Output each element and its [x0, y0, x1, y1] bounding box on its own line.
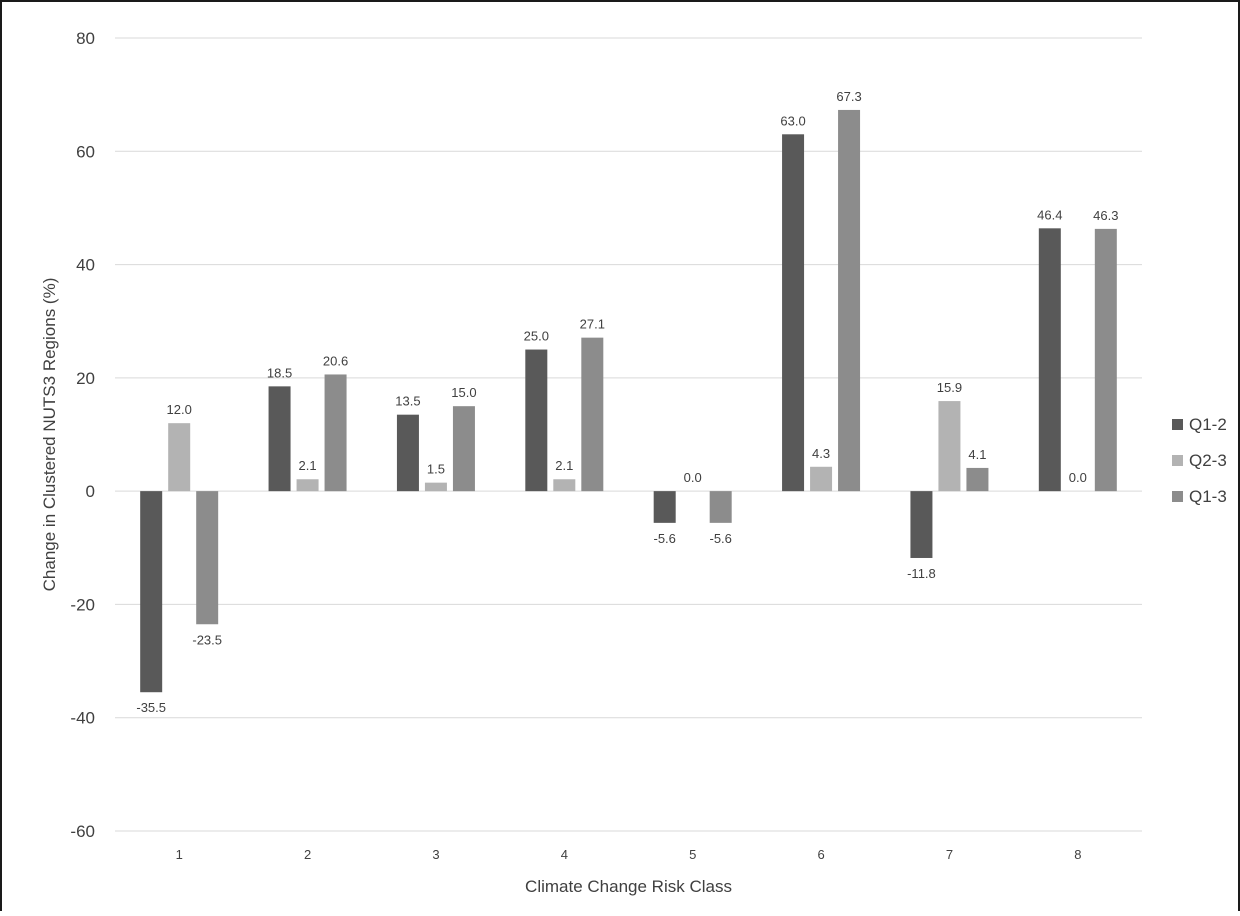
data-label: 46.3: [1093, 208, 1118, 223]
bar-q2-3: [296, 479, 319, 492]
bar-q1-3: [452, 406, 475, 492]
data-label: 15.9: [937, 380, 962, 395]
data-label: 1.5: [427, 462, 445, 477]
y-tick-label: 0: [86, 482, 95, 501]
x-tick-label: 7: [946, 847, 953, 862]
x-axis-title: Climate Change Risk Class: [525, 877, 732, 896]
legend-label: Q2-3: [1189, 451, 1227, 470]
x-tick-label: 1: [176, 847, 183, 862]
data-label: 0.0: [684, 470, 702, 485]
data-label: 46.4: [1037, 207, 1062, 222]
y-tick-label: 60: [76, 142, 95, 161]
data-label: 63.0: [780, 113, 805, 128]
y-axis-ticks: 80 60 40 20 0 -20 -40 -60: [70, 29, 95, 841]
bar-q1-3: [324, 374, 347, 492]
data-label: 67.3: [836, 89, 861, 104]
data-label: -5.6: [653, 531, 675, 546]
legend-label: Q1-2: [1189, 415, 1227, 434]
data-label: 13.5: [395, 394, 420, 409]
x-tick-label: 5: [689, 847, 696, 862]
bar-q1-3: [838, 109, 861, 492]
bar-q1-3: [709, 491, 732, 523]
y-tick-label: 40: [76, 256, 95, 275]
x-tick-label: 4: [561, 847, 568, 862]
data-label: 15.0: [451, 385, 476, 400]
data-label: -35.5: [136, 700, 166, 715]
bar-q2-3: [938, 401, 961, 492]
bar-q1-3: [196, 491, 219, 625]
data-label: 20.6: [323, 353, 348, 368]
data-label: 27.1: [580, 317, 605, 332]
data-label: -23.5: [192, 632, 222, 647]
bar-q1-2: [910, 491, 933, 558]
x-tick-label: 8: [1074, 847, 1081, 862]
data-label: -5.6: [709, 531, 731, 546]
legend-swatch-q1-2: [1172, 419, 1183, 430]
y-tick-label: -40: [70, 709, 95, 728]
bar-q2-3: [810, 466, 833, 492]
x-axis-ticks: 1 2 3 4 5 6 7 8: [176, 847, 1082, 862]
bar-q2-3: [553, 479, 576, 492]
data-label: 4.3: [812, 446, 830, 461]
legend: Q1-2 Q2-3 Q1-3: [1172, 415, 1227, 506]
y-tick-label: 20: [76, 369, 95, 388]
bar-q1-2: [396, 414, 419, 492]
bar-q1-2: [782, 134, 805, 492]
x-tick-label: 2: [304, 847, 311, 862]
x-tick-label: 3: [432, 847, 439, 862]
bar-q2-3: [168, 423, 191, 492]
bar-q2-3: [424, 482, 447, 492]
bar-q1-2: [140, 491, 163, 693]
data-label: -11.8: [907, 566, 936, 581]
bar-q1-2: [268, 386, 291, 492]
data-label: 0.0: [1069, 470, 1087, 485]
bar-q1-3: [966, 467, 989, 492]
legend-label: Q1-3: [1189, 487, 1227, 506]
data-label: 18.5: [267, 365, 292, 380]
legend-swatch-q1-3: [1172, 491, 1183, 502]
data-label: 25.0: [524, 329, 549, 344]
x-tick-label: 6: [817, 847, 824, 862]
bar-q1-2: [653, 491, 676, 523]
y-axis-title: Change in Clustered NUTS3 Regions (%): [40, 278, 59, 592]
data-label: 4.1: [968, 447, 986, 462]
bars: [140, 109, 1117, 693]
data-label: 12.0: [167, 402, 192, 417]
bar-q1-2: [1038, 228, 1061, 492]
bar-q1-2: [525, 349, 548, 492]
y-tick-label: 80: [76, 29, 95, 48]
bar-q1-3: [1094, 228, 1117, 492]
y-tick-label: -60: [70, 822, 95, 841]
data-labels: -35.5 12.0 -23.5 18.5 2.1 20.6 13.5 1.5 15.0 25.0…: [136, 89, 1118, 715]
bar-q1-3: [581, 337, 604, 492]
legend-swatch-q2-3: [1172, 455, 1183, 466]
data-label: 2.1: [555, 458, 573, 473]
y-tick-label: -20: [70, 595, 95, 614]
data-label: 2.1: [299, 458, 317, 473]
